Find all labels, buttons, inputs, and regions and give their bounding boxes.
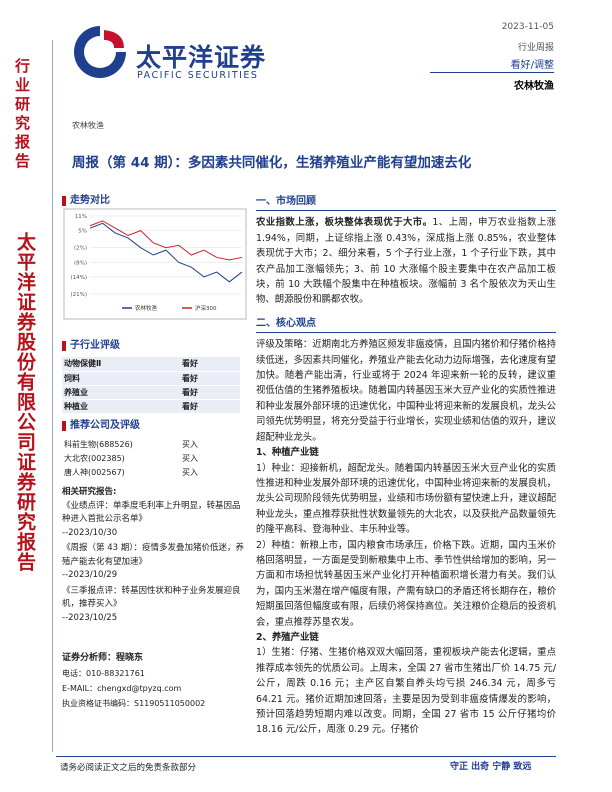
cell: 种植业 [62,399,180,414]
cell: 买入 [182,453,198,463]
sub-industry: 子行业评级 动物保健Ⅱ 看好 饲料 看好 养殖业 看好 种植业 看好 [62,336,248,414]
cell: 养殖业 [62,385,180,400]
divider [52,40,53,752]
analyst-name: 证券分析师：程晓东 [62,653,144,663]
y-tick-label: (14%) [70,275,87,281]
section-heading: 二、核心观点 [256,316,556,334]
cell: 饲料 [62,371,180,386]
sidebar-bottom: 太平洋证券股份有限公司证券研究报告 [14,232,36,572]
series-line [89,220,243,261]
logo-en: PACIFIC SECURITIES [137,70,259,81]
row: 动物保健Ⅱ 看好 [62,357,240,372]
cell: 看好 [180,357,240,372]
sub-industry-table: 动物保健Ⅱ 看好 饲料 看好 养殖业 看好 种植业 看好 [62,357,240,414]
paragraph: 1、种植产业链 [256,447,319,459]
footer-left: 请务必阅读正文之后的免责条款部分 [60,763,197,773]
related-title: 《周报（第 43 期）：疫情多发叠加猪价低迷，养殖产能去化有望加速》 [62,543,244,567]
phone: 电话：010-88321761 [62,669,145,678]
companies-table: 科前生物(688526) 买入 大北农(002385) 买入 唐人神(002567) 买入 [62,437,240,479]
row: 大北农(002385) 买入 [62,451,240,465]
row: 科前生物(688526) 买入 [62,437,240,451]
cell: 唐人神(002567) [64,467,125,477]
paragraph: 1）种业：迎接新机，超配龙头。随着国内转基因玉米大豆产业化的实质性推进和种业发展… [256,462,556,536]
logo-cn: 太平洋证券 [136,43,267,72]
related-title: 《三季报点评：转基因性状和种子业务发展迎良机，推荐买入》 [62,585,241,610]
related-date: --2023/10/30 [62,527,118,538]
analyst: 证券分析师：程晓东 电话：010-88321761 E-MAIL：chengxd… [62,651,248,711]
cell: 买入 [182,439,198,449]
date: 2023-11-05 [501,22,554,32]
trend-heading: 走势对比 [62,191,248,206]
chart-frame [63,208,247,320]
related-date: --2023/10/25 [62,612,118,623]
lead: 农业指数上涨，板块整体表现优于大市。 [256,217,433,229]
title: 周报（第 44 期）：多因素共同催化，生猪养殖业产能有望加速去化 [72,155,472,171]
breadcrumb: 农林牧渔 [72,121,104,130]
trend-chart: 11% 5% (2%) (8%) (14%) (21%) 农林牧渔 沪深300 [63,208,247,320]
series-line [89,222,243,283]
footer-right: 守正 出奇 宁静 致远 [450,762,532,772]
paragraph: 1、上周，申万农业指数上涨 1.94%，同期，上证综指上涨 0.43%，深成指上… [256,217,556,306]
body: 一、市场回顾 农业指数上涨，板块整体表现优于大市。1、上周，申万农业指数上涨 1… [256,190,556,755]
paragraph: 评级及策略：近期南北方养殖区频发非瘟疫情，且国内猪价和仔猪价格持续低迷，多因素共… [256,339,556,443]
related: 相关研究报告: 《业绩点评：单季度毛利率上升明显，转基因品种进入首批公示名单》 -… [62,486,248,627]
legend-label: 农林牧渔 [135,304,158,312]
y-tick-label: (21%) [70,292,87,298]
paragraph: 1）生猪：仔猪、生猪价格双双大幅回落，重视板块产能去化逻辑，重点推荐成本领先的优… [256,647,556,736]
cell: 看好 [180,371,240,386]
heading: 推荐公司及评级 [70,420,140,431]
related-date: --2023/10/29 [62,570,118,580]
cell: 科前生物(688526) [64,439,133,449]
email: E-MAIL：chengxd@tpyzq.com [62,684,182,693]
cell: 买入 [182,467,198,477]
paragraph: 2）种植：新粮上市，国内粮食市场承压，价格下跌。近期，国内玉米价格回落明显，一方… [256,539,556,628]
industry: 农林牧渔 [514,81,554,92]
logo-icon [74,26,126,78]
rating: 看好/调整 [510,60,554,71]
row: 养殖业 看好 [62,385,240,400]
y-tick-label: (8%) [74,260,87,266]
related-title: 《业绩点评：单季度毛利率上升明显，转基因品种进入首批公示名单》 [62,500,241,525]
cert: 执业资格证书编码：S1190511050002 [62,699,206,708]
companies: 推荐公司及评级 科前生物(688526) 买入 大北农(002385) 买入 唐人神(0… [62,416,248,479]
row: 饲料 看好 [62,371,240,386]
cell: 看好 [180,385,240,400]
y-tick-label: 11% [75,214,87,220]
section-heading: 一、市场回顾 [256,194,556,212]
paragraph: 2、养殖产业链 [256,631,319,643]
heading: 子行业评级 [70,340,120,351]
y-tick-label: (2%) [74,246,87,252]
cell: 大北农(002385) [64,453,125,463]
related-heading: 相关研究报告: [62,487,117,497]
legend-label: 沪深300 [195,304,217,312]
heading: 走势对比 [70,195,110,206]
y-tick-label: 5% [78,229,87,235]
report-type: 行业周报 [517,43,554,53]
row: 唐人神(002567) 买入 [62,465,240,479]
sidebar-top: 行业研究报告 [13,58,31,172]
cell: 动物保健Ⅱ [62,357,180,372]
row: 种植业 看好 [62,399,240,414]
cell: 看好 [180,399,240,414]
